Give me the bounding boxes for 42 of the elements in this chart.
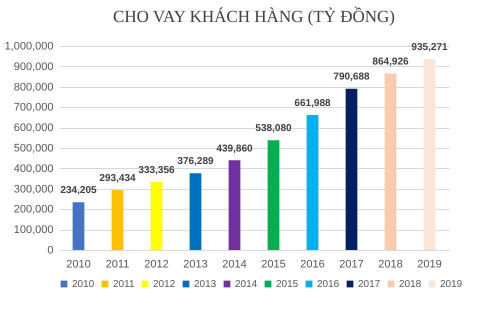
x-tick-label: 2014 <box>222 258 247 270</box>
y-tick-label: 900,000 <box>14 60 54 73</box>
x-tick-label: 2016 <box>300 258 325 270</box>
data-label: 293,434 <box>99 173 136 184</box>
data-label: 376,289 <box>177 156 214 168</box>
data-label: 538,080 <box>255 123 292 134</box>
data-label: 333,356 <box>138 164 176 176</box>
legend-label: 2017 <box>358 279 381 290</box>
legend-label: 2014 <box>235 279 258 290</box>
y-tick-label: 300,000 <box>14 183 54 196</box>
legend-label: 2013 <box>194 279 217 290</box>
y-tick-label: 800,000 <box>14 81 54 94</box>
y-tick-label: 700,000 <box>14 102 54 114</box>
legend-label: 2015 <box>276 279 299 290</box>
data-label: 439,860 <box>216 143 254 154</box>
legend-label: 2011 <box>113 279 135 290</box>
y-tick-label: 500,000 <box>14 142 54 154</box>
x-tick-label: 2011 <box>106 258 130 270</box>
y-tick-label: 600,000 <box>14 122 54 134</box>
y-tick-label: 100,000 <box>14 224 54 236</box>
y-tick-label: 1,000,000 <box>4 40 54 52</box>
x-tick-label: 2013 <box>183 258 208 270</box>
legend-label: 2019 <box>440 279 463 290</box>
y-tick-label: 200,000 <box>14 204 54 216</box>
y-tick-label: 0 <box>47 244 54 256</box>
data-label: 935,271 <box>411 42 448 54</box>
data-label: 864,926 <box>372 56 410 68</box>
chart-title: CHO VAY KHÁCH HÀNG (TỶ ĐỒNG) <box>113 6 395 26</box>
legend-label: 2016 <box>317 279 340 290</box>
x-tick-label: 2019 <box>417 258 442 270</box>
x-tick-label: 2010 <box>66 258 91 270</box>
data-label: 234,205 <box>60 185 98 196</box>
x-tick-label: 2017 <box>339 258 364 270</box>
legend-label: 2012 <box>153 279 176 290</box>
data-label: 790,688 <box>333 72 370 83</box>
x-tick-label: 2012 <box>144 258 169 270</box>
x-tick-label: 2015 <box>261 258 286 270</box>
x-tick-label: 2018 <box>378 258 403 270</box>
y-tick-label: 400,000 <box>14 162 54 175</box>
legend-label: 2018 <box>399 279 422 290</box>
data-label: 661,988 <box>294 98 332 109</box>
legend-label: 2010 <box>72 279 95 290</box>
